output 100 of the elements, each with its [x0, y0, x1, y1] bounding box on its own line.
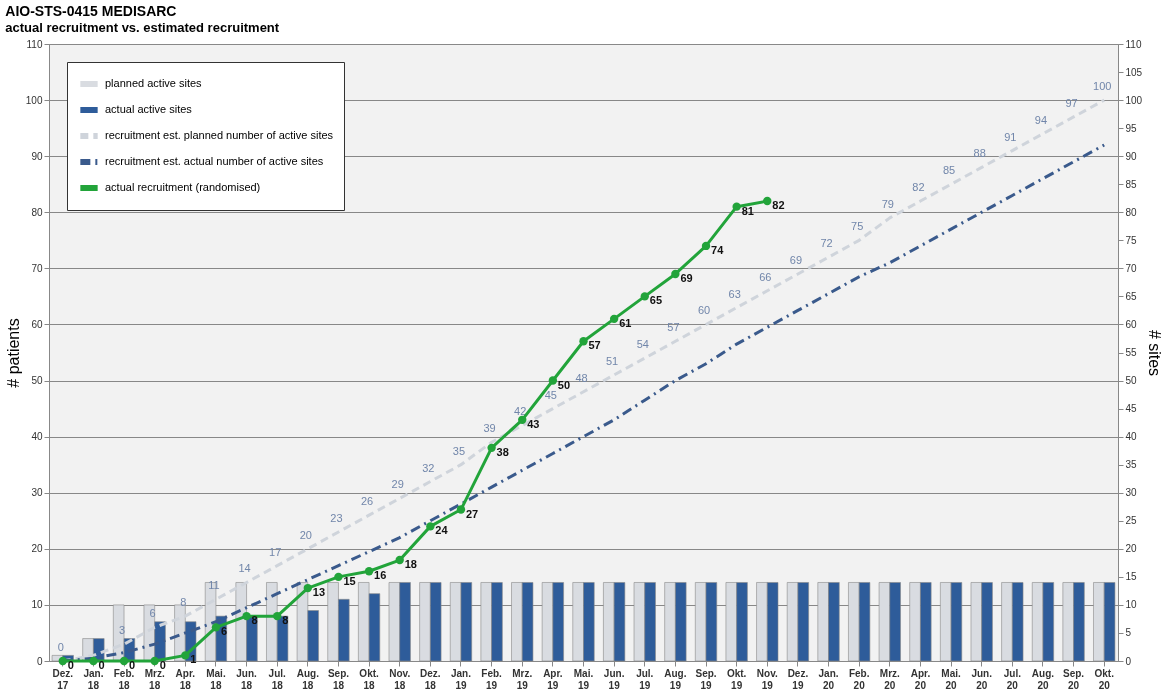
point — [303, 583, 313, 593]
y2-tick-label: 55 — [1125, 347, 1138, 358]
point — [548, 376, 558, 385]
data-label: 57 — [588, 339, 601, 352]
y2-tick-label: 90 — [1125, 150, 1138, 162]
data-label: 82 — [912, 181, 925, 194]
data-label: 100 — [1093, 80, 1112, 93]
x-tick-label: Jun. 20 — [971, 667, 993, 691]
chart-title: AIO-STS-0415 MEDISARC — [5, 3, 177, 19]
y-tick-label: 90 — [31, 150, 43, 162]
x-tick-label: Aug. 19 — [664, 667, 687, 691]
legend-label: actual active sites — [105, 103, 193, 115]
point — [640, 292, 649, 301]
y-tick-label: 100 — [25, 94, 43, 106]
y2-tick-label: 110 — [1125, 38, 1142, 50]
x-tick-label: Nov. 18 — [389, 667, 411, 691]
y2-tick-label: 50 — [1125, 375, 1138, 387]
x-tick-label: Jul. 20 — [1003, 667, 1022, 691]
data-label: 69 — [789, 253, 803, 266]
data-label: 8 — [180, 596, 187, 609]
x-tick-label: Okt. 20 — [1094, 667, 1115, 691]
x-tick-label: Jan. 19 — [450, 667, 472, 691]
x-tick-label: Mrz. 20 — [879, 667, 901, 691]
y2-axis-title: # sites — [1146, 329, 1164, 377]
point — [609, 314, 619, 324]
point — [242, 611, 251, 621]
data-label: 61 — [619, 316, 632, 329]
data-label: 48 — [575, 371, 588, 384]
y2-tick-label: 95 — [1125, 122, 1138, 134]
y2-tick-label: 75 — [1125, 234, 1138, 246]
data-label: 79 — [881, 197, 894, 210]
point — [181, 651, 190, 660]
data-label: 69 — [680, 271, 693, 284]
legend-label: recruitment est. actual number of active sites — [105, 155, 324, 167]
y2-tick-label: 40 — [1125, 431, 1138, 443]
data-label: 75 — [851, 220, 864, 233]
point — [273, 611, 282, 621]
data-label: 3 — [118, 624, 126, 637]
data-label: 27 — [465, 507, 479, 520]
data-label: 85 — [942, 164, 956, 177]
point — [579, 337, 588, 346]
x-tick-label: Okt. 19 — [726, 667, 747, 691]
x-tick-label: Jun. 19 — [603, 667, 625, 691]
y2-tick-label: 0 — [1125, 655, 1132, 667]
data-label: 72 — [820, 237, 833, 250]
data-label: 57 — [667, 321, 680, 334]
y2-tick-label: 45 — [1125, 403, 1138, 415]
y2-tick-label: 30 — [1125, 487, 1138, 499]
x-tick-label: Dez. 19 — [787, 667, 809, 691]
y-tick-label: 30 — [31, 487, 43, 499]
x-tick-label: Mai. 18 — [206, 667, 226, 691]
y2-tick-label: 15 — [1125, 571, 1138, 583]
x-tick-label: Dez. 18 — [420, 667, 441, 691]
legend-label: planned active sites — [105, 77, 203, 89]
data-label: 51 — [606, 354, 619, 367]
y2-tick-label: 85 — [1125, 178, 1138, 190]
chart-subtitle: actual recruitment vs. estimated recruitment — [5, 20, 280, 35]
data-label: 39 — [483, 422, 496, 435]
point — [58, 656, 67, 666]
data-label: 6 — [149, 607, 156, 620]
x-tick-label: Jul. 19 — [636, 667, 654, 691]
legend-label: recruitment est. planned number of active sites — [105, 129, 334, 141]
y-tick-label: 60 — [31, 318, 43, 330]
data-label: 23 — [330, 511, 343, 524]
point — [518, 415, 527, 424]
data-label: 65 — [649, 294, 663, 307]
x-tick-label: Mai. 20 — [941, 667, 962, 691]
y2-tick-label: 5 — [1125, 627, 1132, 639]
x-tick-label: Mrz. 19 — [512, 667, 533, 691]
data-label: 16 — [374, 569, 387, 582]
y2-tick-label: 60 — [1125, 318, 1138, 330]
data-label: 11 — [208, 579, 220, 592]
data-label: 29 — [391, 478, 404, 491]
data-label: 26 — [360, 495, 374, 508]
y-tick-label: 40 — [31, 431, 43, 443]
data-label: 0 — [129, 659, 136, 671]
data-label: 32 — [422, 461, 435, 474]
x-tick-label: Feb. 20 — [848, 667, 870, 691]
data-label: 1 — [190, 653, 197, 666]
data-label: 54 — [636, 338, 649, 351]
x-tick-label: Okt. 18 — [359, 667, 380, 691]
x-tick-label: Feb. 19 — [481, 667, 503, 691]
y2-tick-label: 65 — [1125, 290, 1138, 302]
x-tick-label: Nov. 19 — [756, 667, 778, 691]
point — [701, 241, 711, 251]
data-label: 35 — [452, 444, 466, 457]
x-tick-label: Jan. 20 — [818, 667, 839, 691]
y-tick-label: 50 — [31, 375, 43, 387]
x-tick-label: Sep. 19 — [695, 667, 717, 691]
x-tick-label: Apr. 20 — [910, 667, 931, 691]
point — [456, 505, 466, 514]
data-label: 14 — [238, 562, 251, 575]
point — [763, 196, 772, 206]
data-label: 43 — [527, 417, 540, 430]
x-tick-label: Apr. 18 — [175, 667, 196, 691]
x-tick-label: Sep. 18 — [327, 667, 350, 691]
y-tick-label: 70 — [31, 262, 43, 274]
data-label: 15 — [343, 574, 356, 587]
y-tick-label: 20 — [31, 543, 43, 555]
data-label: 18 — [404, 558, 417, 571]
